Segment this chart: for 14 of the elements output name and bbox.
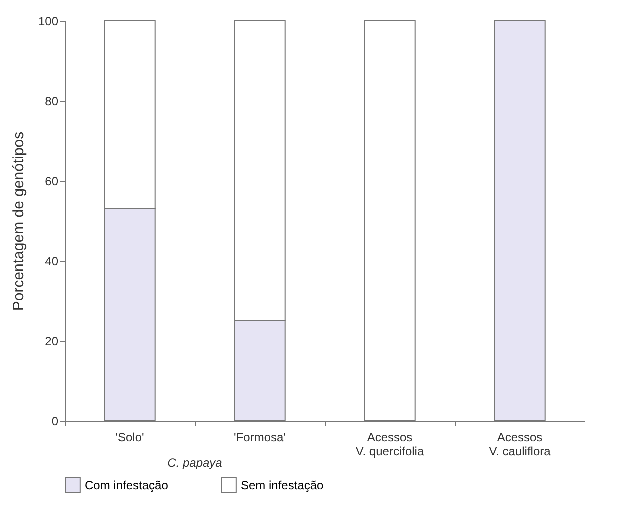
y-tick-label: 0	[52, 414, 59, 428]
x-tick-label: 'Formosa'	[234, 430, 286, 444]
y-axis-title: Porcentagem de genótipos	[10, 132, 28, 312]
x-tick-label: Acessos V. cauliflora	[489, 430, 552, 458]
y-tick-label: 40	[45, 254, 59, 268]
x-tick-label: 'Solo'	[116, 430, 144, 444]
y-tick-label: 60	[45, 174, 59, 188]
legend-label: Com infestação	[85, 478, 169, 492]
y-tick-label: 100	[38, 14, 59, 28]
legend-label: Sem infestação	[241, 478, 324, 492]
text: C. papaya	[168, 456, 223, 470]
y-tick-label: 80	[45, 94, 59, 108]
x-tick-label: Acessos V. quercifolia	[356, 430, 424, 458]
y-tick-label: 20	[45, 334, 59, 348]
